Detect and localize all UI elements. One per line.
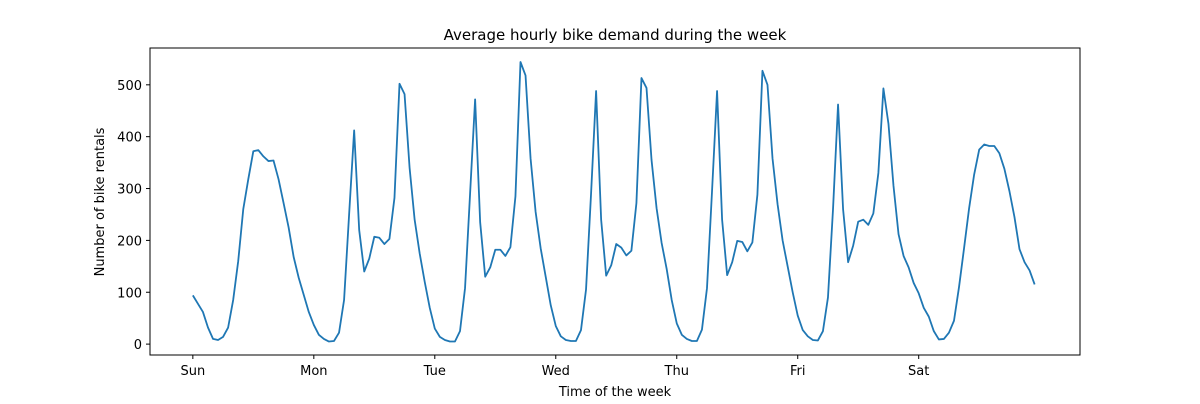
- y-tick-label: 100: [117, 286, 142, 301]
- y-tick-label: 500: [117, 79, 142, 94]
- x-tick-label: Mon: [300, 364, 327, 379]
- y-tick-label: 200: [117, 234, 142, 249]
- x-tick-label: Sun: [180, 364, 205, 379]
- x-axis: Sun Mon Tue Wed Thu Fri Sat: [180, 355, 929, 379]
- x-tick-label: Sat: [908, 364, 929, 379]
- x-tick-label: Fri: [790, 364, 806, 379]
- axes-frame: [149, 47, 1081, 356]
- x-tick-label: Tue: [423, 364, 446, 379]
- y-tick-label: 400: [117, 131, 142, 146]
- y-tick-label: 0: [134, 338, 142, 353]
- x-tick-label: Wed: [542, 364, 570, 379]
- y-axis: 0 100 200 300 400 500: [117, 79, 150, 353]
- y-tick-label: 300: [117, 183, 142, 198]
- series-line: [192, 61, 1036, 343]
- plot-area: [192, 61, 1036, 343]
- x-tick-label: Thu: [664, 364, 689, 379]
- y-axis-label: Number of bike rentals: [93, 127, 108, 276]
- chart-title: Average hourly bike demand during the we…: [444, 26, 787, 44]
- x-axis-label: Time of the week: [558, 385, 672, 400]
